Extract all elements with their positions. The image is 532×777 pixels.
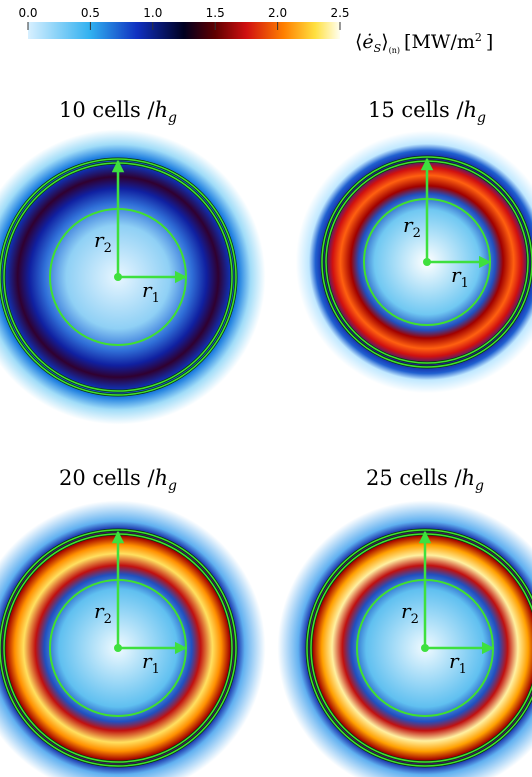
r1-label: r1 — [449, 649, 467, 677]
r2-var: r — [403, 213, 414, 237]
tick-label: 0.0 — [18, 6, 37, 20]
tick-label: 1.5 — [206, 6, 225, 20]
outer-ring — [321, 156, 532, 368]
title-text: 20 cells / — [59, 466, 155, 490]
field — [277, 500, 532, 777]
center-dot — [114, 644, 122, 652]
colorbar — [28, 22, 340, 39]
tick-label: 1.0 — [143, 6, 162, 20]
r2-sub: 2 — [104, 612, 112, 627]
panel-title: 20 cells /hg — [59, 466, 177, 494]
center-dot — [423, 258, 431, 266]
panel-title: 15 cells /hg — [368, 98, 486, 126]
outer-ring — [0, 529, 237, 767]
title-text: 10 cells / — [59, 98, 155, 122]
r2-label: r2 — [401, 599, 419, 627]
title-var: h — [462, 466, 476, 490]
panel-title: 10 cells /hg — [59, 98, 177, 126]
colorbar-label: ⟨ėS⟩(n) [MW/m2] — [355, 31, 493, 55]
title-var: h — [464, 98, 478, 122]
center-dot — [114, 273, 122, 281]
r1-sub: 1 — [461, 276, 469, 291]
title-sub: g — [168, 478, 177, 494]
r1-label: r1 — [142, 649, 160, 677]
r1-var: r — [451, 263, 462, 287]
outer-ring — [0, 158, 237, 396]
r1-label: r1 — [142, 278, 160, 306]
tick-label: 2.5 — [330, 6, 349, 20]
title-sub: g — [475, 478, 484, 494]
r1-label: r1 — [451, 263, 469, 291]
outer-ring — [306, 529, 532, 767]
title-var: h — [155, 466, 169, 490]
tick-label: 2.0 — [268, 6, 287, 20]
r1-var: r — [142, 278, 153, 302]
r2-var: r — [94, 599, 105, 623]
title-text: 25 cells / — [366, 466, 462, 490]
r2-sub: 2 — [104, 241, 112, 256]
r2-label: r2 — [403, 213, 421, 241]
title-var: h — [155, 98, 169, 122]
r2-sub: 2 — [411, 612, 419, 627]
field — [295, 130, 532, 394]
r1-var: r — [142, 649, 153, 673]
title-sub: g — [168, 110, 177, 126]
r2-label: r2 — [94, 228, 112, 256]
r1-sub: 1 — [152, 291, 160, 306]
center-dot — [421, 644, 429, 652]
r2-sub: 2 — [413, 226, 421, 241]
r1-var: r — [449, 649, 460, 673]
tick-label: 0.5 — [81, 6, 100, 20]
r1-sub: 1 — [459, 662, 467, 677]
r2-label: r2 — [94, 599, 112, 627]
r2-var: r — [401, 599, 412, 623]
r1-sub: 1 — [152, 662, 160, 677]
r2-var: r — [94, 228, 105, 252]
title-sub: g — [477, 110, 486, 126]
panel-title: 25 cells /hg — [366, 466, 484, 494]
title-text: 15 cells / — [368, 98, 464, 122]
